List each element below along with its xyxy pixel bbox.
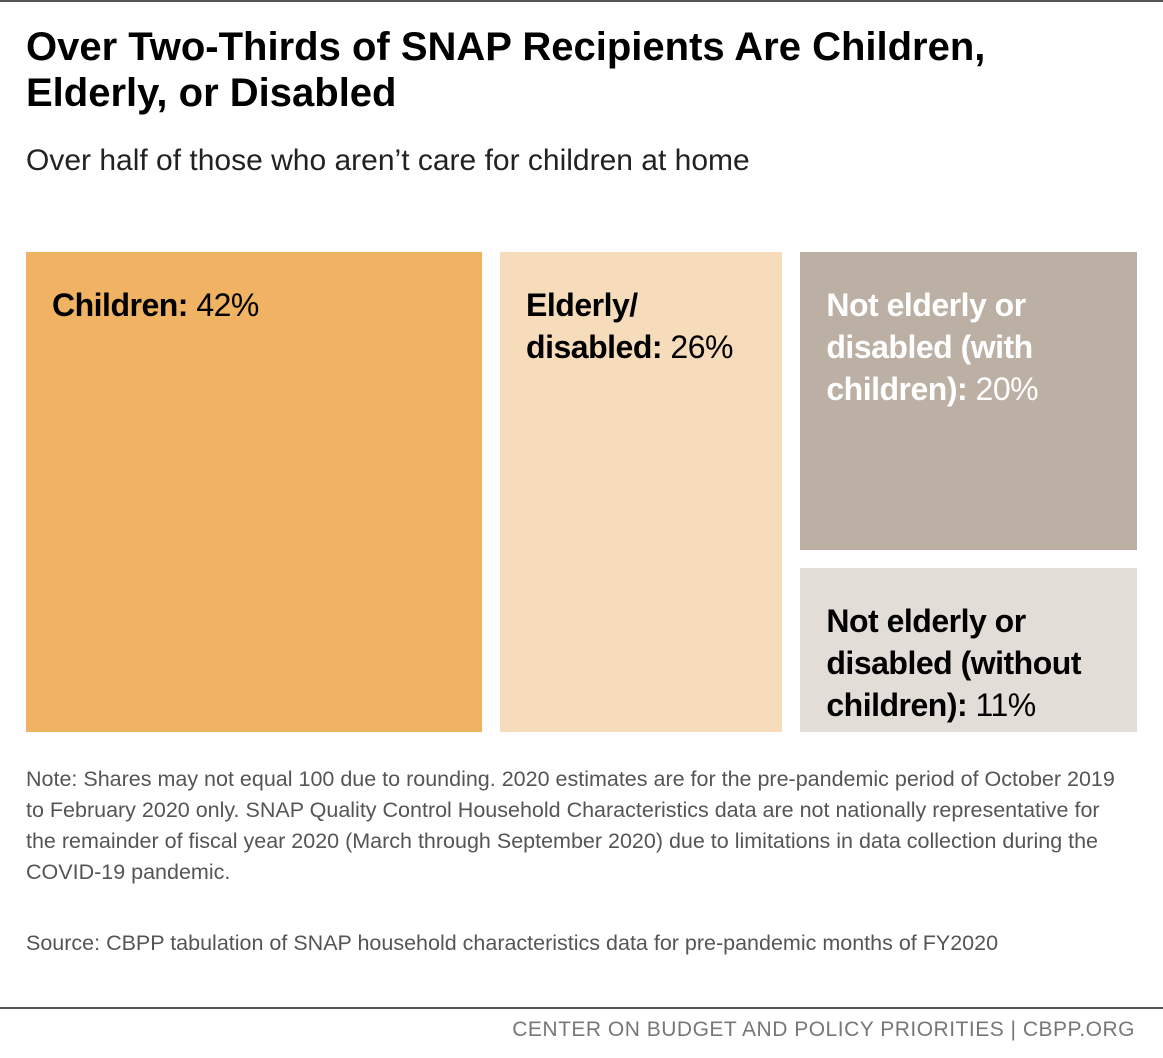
cell-category: Not elderly or disabled (with children): xyxy=(826,287,1033,407)
chart-title: Over Two-Thirds of SNAP Recipients Are C… xyxy=(26,25,986,115)
top-rule xyxy=(0,0,1163,2)
treemap-cell: Children: 42% xyxy=(26,252,483,732)
cell-category: Elderly/ disabled: xyxy=(526,287,663,365)
chart-subtitle: Over half of those who aren’t care for c… xyxy=(26,144,750,177)
footer: CENTER ON BUDGET AND POLICY PRIORITIES |… xyxy=(512,1018,1135,1041)
treemap: Children: 42% Elderly/ disabled: 26% Not e… xyxy=(26,252,1137,732)
cell-value-label: 11% xyxy=(975,687,1037,724)
treemap-cell: Not elderly or disabled (without childre… xyxy=(800,568,1137,732)
cell-category: Not elderly or disabled (without childre… xyxy=(826,603,1081,724)
cell-category: Children: xyxy=(52,287,188,323)
treemap-cell: Not elderly or disabled (with children):… xyxy=(800,252,1137,551)
bottom-rule xyxy=(0,1007,1163,1009)
cell-value-label: 20% xyxy=(975,371,1039,407)
treemap-cell: Elderly/ disabled: 26% xyxy=(500,252,783,732)
source: Source: CBPP tabulation of SNAP househol… xyxy=(26,931,999,955)
cell-value-label: 26% xyxy=(670,329,733,365)
cell-value-label: 42% xyxy=(196,287,259,323)
note: Note: Shares may not equal 100 due to ro… xyxy=(26,767,1115,884)
